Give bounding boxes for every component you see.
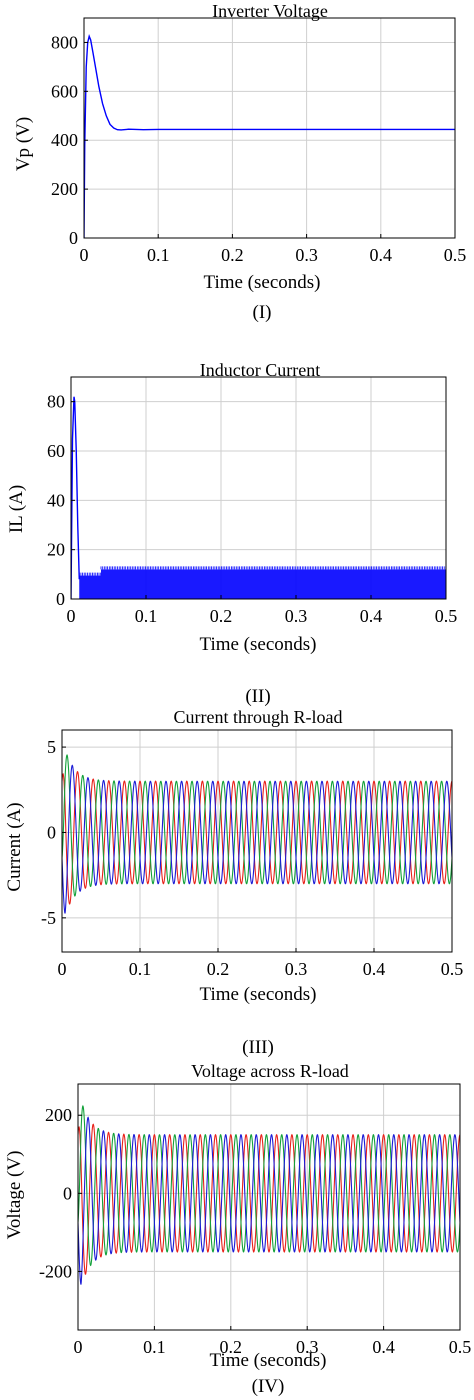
panel-caption: (IV) (252, 1376, 285, 1397)
x-tick-label: 0.3 (295, 245, 318, 265)
x-tick-label: 0.4 (360, 606, 383, 626)
x-tick-label: 0.5 (449, 1337, 472, 1357)
axes-frame (61, 729, 453, 953)
grid-lines (62, 730, 452, 952)
axes-frame (77, 1083, 461, 1331)
y-tick-label: 0 (69, 228, 78, 248)
series-line (71, 396, 80, 599)
phase-wave (78, 1116, 460, 1285)
panel-caption: (III) (242, 1037, 274, 1058)
y-tick-label: 0 (63, 1183, 72, 1203)
chart-title: Inductor Current (200, 360, 320, 380)
panel-voltage-r-load: Voltage across R-load 0 0.1 0.2 0.3 0.4 0.5 -2… (4, 1061, 471, 1397)
plot-area (84, 34, 455, 238)
chart-title: Current through R-load (174, 707, 343, 727)
grid-lines (84, 18, 455, 238)
axes-frame (70, 376, 447, 600)
y-tick-label: -5 (41, 908, 56, 928)
x-tick-label: 0.5 (444, 245, 467, 265)
x-axis-label: Time (seconds) (200, 984, 317, 1005)
x-tick-label: 0.4 (363, 959, 386, 979)
x-tick-label: 0.2 (220, 1337, 243, 1357)
x-tick-label: 0 (74, 1337, 83, 1357)
phase-wave (62, 764, 452, 914)
panel-inverter-voltage: Inverter Voltage 0 0.1 0.2 0.3 0.4 0.5 0 200 400… (13, 1, 466, 323)
ripple-band-edge (100, 566, 446, 570)
x-tick-label: 0 (67, 606, 76, 626)
y-axis-label: Vp (V) (13, 117, 34, 171)
x-tick-label: 0.3 (285, 606, 308, 626)
x-tick-label: 0.3 (285, 959, 308, 979)
panel-current-r-load: Current through R-load 0 0.1 0.2 0.3 0.4 0.5 -… (4, 707, 463, 1058)
y-tick-label: 600 (51, 81, 78, 101)
x-tick-label: 0.1 (129, 959, 152, 979)
x-tick-label: 0.5 (435, 606, 458, 626)
x-tick-label: 0 (58, 959, 67, 979)
series-line (84, 34, 455, 238)
axis-ticks: 0 0.1 0.2 0.3 0.4 0.5 -5 0 5 (41, 737, 463, 979)
y-axis-label: IL (A) (6, 485, 27, 533)
y-tick-label: 80 (47, 392, 65, 412)
plot-area (71, 396, 446, 599)
panel-caption: (I) (253, 302, 272, 323)
x-axis-label: Time (seconds) (210, 1350, 327, 1371)
y-axis-label: Current (A) (4, 802, 25, 891)
y-tick-label: 0 (47, 822, 56, 842)
x-tick-label: 0.1 (135, 606, 158, 626)
ripple-band (79, 575, 101, 599)
x-tick-label: 0.2 (207, 959, 230, 979)
x-axis-label: Time (seconds) (200, 634, 317, 655)
y-tick-label: 60 (47, 441, 65, 461)
y-tick-label: 200 (51, 179, 78, 199)
x-tick-label: 0.3 (296, 1337, 319, 1357)
y-tick-label: 0 (56, 589, 65, 609)
axis-ticks: 0 0.1 0.2 0.3 0.4 0.5 0 20 40 60 80 (47, 392, 457, 626)
y-tick-label: 40 (47, 490, 65, 510)
x-tick-label: 0.1 (143, 1337, 166, 1357)
x-tick-label: 0.4 (370, 245, 393, 265)
y-tick-label: 800 (51, 32, 78, 52)
axis-ticks: 0 0.1 0.2 0.3 0.4 0.5 0 200 400 600 800 (51, 32, 466, 265)
y-tick-label: -200 (39, 1261, 72, 1281)
y-tick-label: 5 (47, 737, 56, 757)
axis-ticks: 0 0.1 0.2 0.3 0.4 0.5 -200 0 200 (39, 1105, 471, 1357)
panel-inductor-current: Inductor Current 0 0.1 0.2 0.3 0.4 0.5 0 20 40 60… (6, 360, 457, 707)
y-axis-label: Voltage (V) (4, 1151, 25, 1240)
x-axis-label: Time (seconds) (204, 272, 321, 293)
chart-title: Inverter Voltage (212, 1, 328, 21)
chart-title: Voltage across R-load (191, 1061, 349, 1081)
x-tick-label: 0.5 (441, 959, 464, 979)
ripple-band (101, 569, 446, 599)
x-tick-label: 0.2 (221, 245, 244, 265)
y-tick-label: 200 (45, 1105, 72, 1125)
y-tick-label: 20 (47, 540, 65, 560)
grid-lines (78, 1084, 460, 1330)
panel-caption: (II) (245, 686, 270, 707)
ripple-band-edge (78, 572, 102, 576)
axes-frame (83, 17, 456, 239)
grid-lines (71, 377, 446, 599)
y-tick-label: 400 (51, 130, 78, 150)
x-tick-label: 0.4 (372, 1337, 395, 1357)
x-tick-label: 0 (80, 245, 89, 265)
x-tick-label: 0.1 (147, 245, 170, 265)
plot-area (78, 1104, 460, 1285)
x-tick-label: 0.2 (210, 606, 233, 626)
plot-area (62, 753, 452, 914)
